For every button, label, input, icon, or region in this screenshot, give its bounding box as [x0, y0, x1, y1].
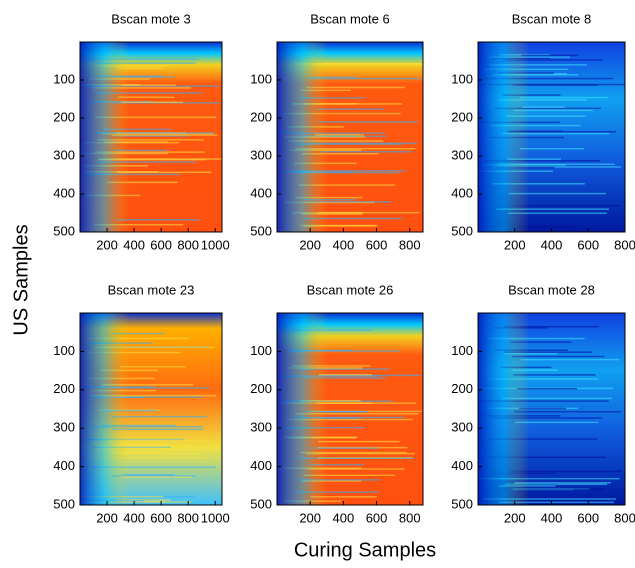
y-tick-label: 100 [451, 71, 473, 86]
x-tick-label: 600 [577, 510, 599, 525]
panel: Bscan mote 23 100 200 300 400 500 200 400 600 800… [53, 282, 229, 525]
y-tick-label: 400 [250, 185, 272, 200]
y-tick-label: 400 [451, 185, 473, 200]
y-tick-label: 200 [250, 381, 272, 396]
x-tick-label: 200 [504, 237, 526, 252]
y-tick-label: 100 [53, 343, 75, 358]
x-tick-label: 200 [96, 237, 118, 252]
x-tick-label: 800 [399, 510, 421, 525]
x-tick-label: 600 [150, 510, 172, 525]
y-tick-label: 500 [451, 223, 473, 238]
y-tick-label: 300 [451, 420, 473, 435]
x-tick-label: 800 [177, 510, 199, 525]
x-tick-label: 800 [614, 510, 635, 525]
heatmap-edge [80, 42, 222, 232]
y-tick-label: 500 [250, 496, 272, 511]
x-tick-label: 400 [333, 237, 355, 252]
y-tick-label: 500 [250, 223, 272, 238]
x-tick-label: 400 [541, 510, 563, 525]
y-tick-label: 200 [250, 109, 272, 124]
y-tick-label: 100 [250, 343, 272, 358]
y-tick-label: 200 [53, 381, 75, 396]
x-tick-label: 1000 [201, 237, 230, 252]
heatmap-edge [478, 42, 625, 232]
y-tick-label: 100 [250, 71, 272, 86]
heatmap-edge [277, 313, 423, 505]
x-tick-label: 400 [333, 510, 355, 525]
x-axis-label: Curing Samples [294, 539, 436, 561]
y-tick-label: 200 [53, 109, 75, 124]
plot-frame [276, 41, 424, 233]
panel-title: Bscan mote 26 [307, 282, 394, 297]
y-tick-label: 300 [53, 420, 75, 435]
x-tick-label: 400 [123, 237, 145, 252]
panel-title: Bscan mote 3 [111, 11, 191, 26]
panel: Bscan mote 8 100 200 300 400 500 200 400 600 800 [451, 11, 635, 252]
panel: Bscan mote 3 100 200 300 400 500 200 400 600 800 1… [53, 11, 229, 252]
panel: Bscan mote 6 100 200 300 400 500 200 400 600 800 [250, 11, 424, 252]
x-tick-label: 200 [504, 510, 526, 525]
x-tick-label: 200 [299, 237, 321, 252]
y-tick-label: 500 [53, 496, 75, 511]
x-tick-label: 800 [614, 237, 635, 252]
x-tick-label: 800 [177, 237, 199, 252]
y-tick-label: 300 [451, 147, 473, 162]
x-tick-label: 600 [577, 237, 599, 252]
y-tick-label: 300 [53, 147, 75, 162]
y-tick-label: 200 [451, 109, 473, 124]
x-tick-label: 1000 [201, 510, 230, 525]
y-tick-label: 400 [451, 458, 473, 473]
y-tick-label: 300 [250, 147, 272, 162]
y-tick-label: 100 [451, 343, 473, 358]
plot-frame [79, 41, 223, 233]
y-tick-label: 500 [451, 496, 473, 511]
heatmap-edge [478, 313, 625, 505]
heatmap-edge [277, 42, 423, 232]
y-tick-label: 400 [250, 458, 272, 473]
x-tick-label: 600 [150, 237, 172, 252]
x-tick-label: 800 [399, 237, 421, 252]
heatmap-edge [80, 313, 222, 505]
y-tick-label: 400 [53, 458, 75, 473]
x-tick-label: 200 [96, 510, 118, 525]
x-tick-label: 400 [541, 237, 563, 252]
x-tick-label: 400 [123, 510, 145, 525]
y-tick-label: 100 [53, 71, 75, 86]
panel-title: Bscan mote 8 [512, 11, 592, 26]
x-tick-label: 200 [299, 510, 321, 525]
y-tick-label: 200 [451, 381, 473, 396]
panel: Bscan mote 28 100 200 300 400 500 200 400 600 800 [451, 282, 635, 525]
x-tick-label: 600 [366, 237, 388, 252]
y-tick-label: 400 [53, 185, 75, 200]
x-tick-label: 600 [366, 510, 388, 525]
y-tick-label: 300 [250, 420, 272, 435]
panel-title: Bscan mote 6 [310, 11, 390, 26]
plot-frame [276, 312, 424, 506]
y-axis-label: US Samples [10, 224, 32, 335]
panel: Bscan mote 26 100 200 300 400 500 200 400 600 800 [250, 282, 424, 525]
panel-title: Bscan mote 23 [108, 282, 195, 297]
panel-title: Bscan mote 28 [508, 282, 595, 297]
plot-frame [79, 312, 223, 506]
y-tick-label: 500 [53, 223, 75, 238]
